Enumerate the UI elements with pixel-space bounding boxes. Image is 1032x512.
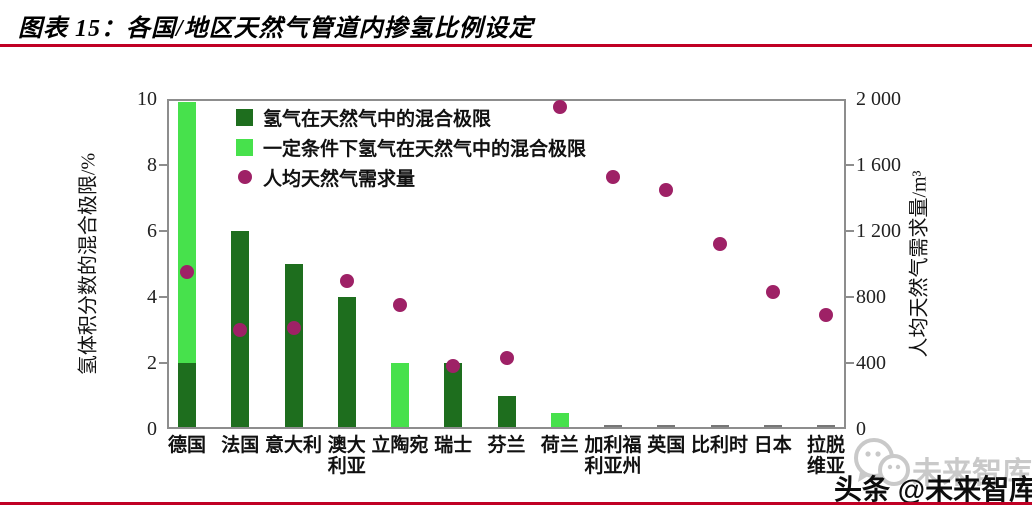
bar-conditional-limit-4 (391, 363, 409, 427)
legend-label-2: 人均天然气需求量 (263, 168, 416, 190)
bar-blend-limit-6 (497, 396, 516, 427)
dot-demand-6 (499, 351, 514, 366)
x-label-9: 英国 (647, 435, 686, 456)
title-underline-rule (0, 44, 1032, 47)
plot-frame (167, 99, 846, 429)
chart-legend: 氢气在天然气中的混合极限一定条件下氢气在天然气中的混合极限 人均天然气需求量 (236, 102, 586, 192)
bar-blend-limit-2 (284, 264, 303, 427)
bar-blend-limit-5 (444, 363, 463, 427)
legend-item-0: 氢气在天然气中的混合极限 (236, 102, 586, 132)
watermark-brand-text: 未来智库 (912, 457, 1032, 490)
bar-zero-stub-9 (657, 425, 676, 427)
dot-demand-4 (393, 298, 407, 313)
watermark-handle-text: 头条 @未来智库 (834, 474, 1032, 505)
bar-conditional-limit-7 (550, 412, 569, 427)
x-label-11: 日本 (753, 435, 792, 456)
wechat-bubbles-icon (850, 436, 912, 497)
right-axis-tick-label-2: 800 (856, 286, 886, 308)
dot-demand-8 (606, 169, 620, 184)
legend-label-0: 氢气在天然气中的混合极限 (263, 108, 492, 130)
bar-zero-stub-12 (817, 425, 835, 427)
legend-dot-swatch (238, 170, 252, 184)
x-label-1: 法国 (221, 435, 260, 456)
dot-demand-3 (339, 273, 354, 288)
left-axis-title: 氢体积分数的混合极限/% (77, 152, 100, 376)
left-axis-tick-1 (159, 362, 167, 364)
left-axis-tick-label-1: 2 (147, 352, 157, 374)
dot-demand-1 (233, 323, 248, 337)
right-axis-tick-label-3: 1 200 (856, 220, 901, 242)
right-axis-tick-3 (846, 230, 854, 232)
left-axis-tick-label-5: 10 (137, 88, 157, 110)
right-axis-tick-2 (846, 296, 854, 298)
legend-item-2: 人均天然气需求量 (236, 162, 586, 192)
dot-demand-0 (180, 265, 194, 280)
figure-title: 图表 15：各国/地区天然气管道内掺氢比例设定 (18, 16, 534, 42)
dot-demand-5 (446, 359, 461, 374)
x-label-6: 芬兰 (487, 435, 526, 456)
x-label-4: 立陶宛 (371, 435, 429, 456)
dot-demand-12 (819, 308, 833, 323)
bar-blend-limit-0 (178, 363, 196, 427)
bar-blend-limit-3 (337, 297, 356, 427)
x-label-10: 比利时 (690, 435, 748, 456)
right-axis-tick-label-0: 0 (856, 418, 866, 440)
left-axis-tick-label-0: 0 (147, 418, 157, 440)
bar-zero-stub-10 (710, 425, 729, 427)
x-label-2: 意大利 (264, 435, 322, 456)
bar-conditional-limit-0 (178, 102, 196, 427)
x-label-8: 加利福 利亚州 (584, 435, 642, 477)
x-label-12: 拉脱 维亚 (806, 435, 845, 477)
bar-zero-stub-11 (763, 425, 782, 427)
x-label-0: 德国 (167, 435, 206, 456)
x-label-5: 瑞士 (434, 435, 473, 456)
right-axis-tick-label-4: 1 600 (856, 154, 901, 176)
bar-zero-stub-8 (604, 425, 622, 427)
dot-demand-9 (659, 182, 674, 197)
dot-demand-10 (712, 237, 727, 252)
left-axis-tick-label-2: 4 (147, 286, 157, 308)
right-axis-tick-4 (846, 164, 854, 166)
dot-demand-2 (286, 321, 301, 336)
right-axis-tick-label-1: 400 (856, 352, 886, 374)
left-axis-tick-label-3: 6 (147, 220, 157, 242)
dot-demand-11 (765, 285, 780, 300)
bottom-rule (0, 502, 1032, 505)
legend-label-1: 一定条件下氢气在天然气中的混合极限 (263, 138, 587, 160)
legend-item-1: 一定条件下氢气在天然气中的混合极限 (236, 132, 586, 162)
right-axis-title: 人均天然气需求量/m³ (908, 170, 931, 358)
x-label-7: 荷兰 (540, 435, 579, 456)
left-axis-tick-label-4: 8 (147, 154, 157, 176)
x-label-3: 澳大 利亚 (327, 435, 366, 477)
left-axis-tick-3 (159, 230, 167, 232)
right-axis-tick-1 (846, 362, 854, 364)
left-axis-tick-4 (159, 164, 167, 166)
legend-bar-swatch (236, 138, 253, 156)
legend-bar-swatch (236, 108, 253, 126)
left-axis-tick-2 (159, 296, 167, 298)
right-axis-tick-label-5: 2 000 (856, 88, 901, 110)
dot-demand-7 (552, 100, 567, 115)
